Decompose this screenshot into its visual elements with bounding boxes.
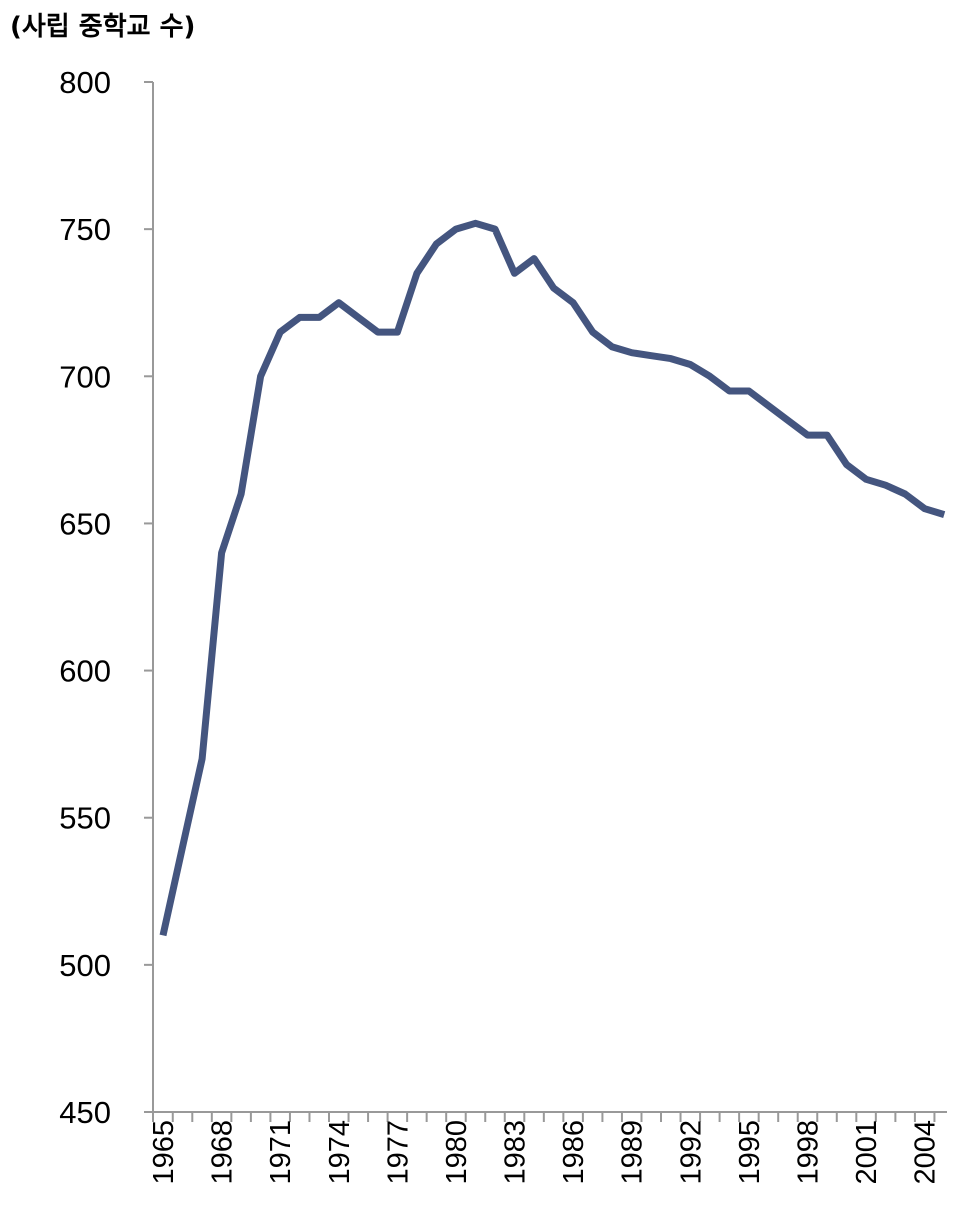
x-tick-label: 1977	[382, 1120, 414, 1185]
y-tick-label: 650	[59, 506, 111, 541]
series-line	[163, 223, 944, 935]
y-tick-label: 700	[59, 359, 111, 394]
x-tick-label: 1986	[558, 1120, 590, 1185]
x-tick-label: 1995	[734, 1120, 766, 1185]
x-tick-label: 1992	[675, 1120, 707, 1185]
x-tick-label: 1983	[500, 1120, 532, 1185]
y-axis-unit-label: (사립 중학교 수)	[10, 6, 195, 43]
y-tick-label: 450	[59, 1095, 111, 1130]
y-tick-label: 500	[59, 948, 111, 983]
x-tick-label: 1989	[617, 1120, 649, 1185]
x-tick-label: 1974	[324, 1120, 356, 1185]
x-tick-label: 2004	[910, 1120, 942, 1185]
x-tick-label: 2001	[851, 1120, 883, 1185]
x-tick-label: 1965	[148, 1120, 180, 1185]
series	[163, 223, 944, 935]
x-tick-label: 1980	[441, 1120, 473, 1185]
x-tick-label: 1998	[792, 1120, 824, 1185]
y-tick-label: 550	[59, 801, 111, 836]
x-tick-label: 1971	[265, 1120, 297, 1185]
x-tick-label: 1968	[207, 1120, 239, 1185]
axes	[144, 82, 947, 1122]
y-tick-label: 750	[59, 212, 111, 247]
y-tick-label: 600	[59, 654, 111, 689]
y-tick-label: 800	[59, 65, 111, 100]
